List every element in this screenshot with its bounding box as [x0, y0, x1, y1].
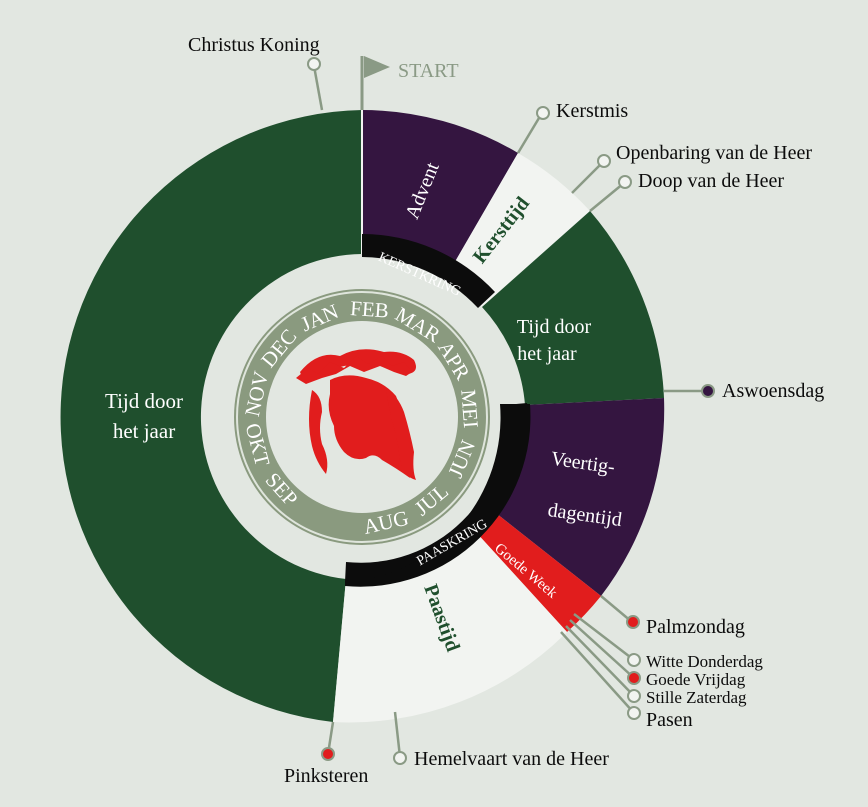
segment-kersttijd	[445, 153, 590, 307]
witte-donderdag-label: Witte Donderdag	[646, 652, 763, 671]
marker-pinksteren	[321, 747, 335, 761]
marker-pasen	[627, 706, 641, 720]
hemelvaart-label: Hemelvaart van de Heer	[414, 748, 609, 770]
month-label-mei: MEI	[456, 389, 483, 429]
tijd-door-het-jaar-large-label-2: het jaar	[113, 419, 175, 443]
christ-head-icon	[296, 349, 416, 480]
segment-goede-week	[474, 510, 601, 632]
stille-zaterdag-label: Stille Zaterdag	[646, 688, 747, 707]
marker-doop	[618, 175, 632, 189]
goede-vrijdag-label: Goede Vrijdag	[646, 670, 746, 689]
marker-aswoensdag	[701, 384, 715, 398]
marker-witte-donderdag	[627, 653, 641, 667]
season-ring	[60, 110, 665, 723]
marker-stille-zaterdag	[627, 689, 641, 703]
pinksteren-label: Pinksteren	[284, 765, 368, 787]
segment-tijd-door-het-jaar-small	[482, 211, 664, 405]
marker-kerstmis	[536, 106, 550, 120]
start-label: START	[398, 60, 459, 82]
marker-christus-koning	[307, 57, 321, 71]
marker-goede-vrijdag	[627, 671, 641, 685]
palmzondag-label: Palmzondag	[646, 616, 745, 638]
segment-advent	[362, 110, 518, 279]
pasen-label: Pasen	[646, 709, 693, 731]
christus-koning-label: Christus Koning	[188, 34, 320, 56]
segment-kerstkring	[362, 234, 495, 308]
doop-label: Doop van de Heer	[638, 170, 784, 192]
segment-veertigdagentijd	[492, 398, 665, 596]
aswoensdag-label: Aswoensdag	[722, 380, 824, 402]
callout-markers	[307, 57, 715, 765]
openbaring-label: Openbaring van de Heer	[616, 142, 812, 164]
tijd-door-het-jaar-large-label-1: Tijd door	[105, 389, 183, 413]
start-flag-icon	[360, 56, 390, 110]
tijd-door-het-jaar-small-label-1: Tijd door	[517, 316, 592, 338]
marker-palmzondag	[626, 615, 640, 629]
marker-openbaring	[597, 154, 611, 168]
callout-lines	[312, 65, 708, 758]
tijd-door-het-jaar-small-label-2: het jaar	[517, 343, 577, 365]
month-label-feb: FEB	[349, 296, 389, 323]
cycle-ring	[345, 234, 531, 587]
kerstmis-label: Kerstmis	[556, 100, 628, 122]
segment-tijd-door-het-jaar-large	[60, 110, 362, 722]
marker-hemelvaart	[393, 751, 407, 765]
